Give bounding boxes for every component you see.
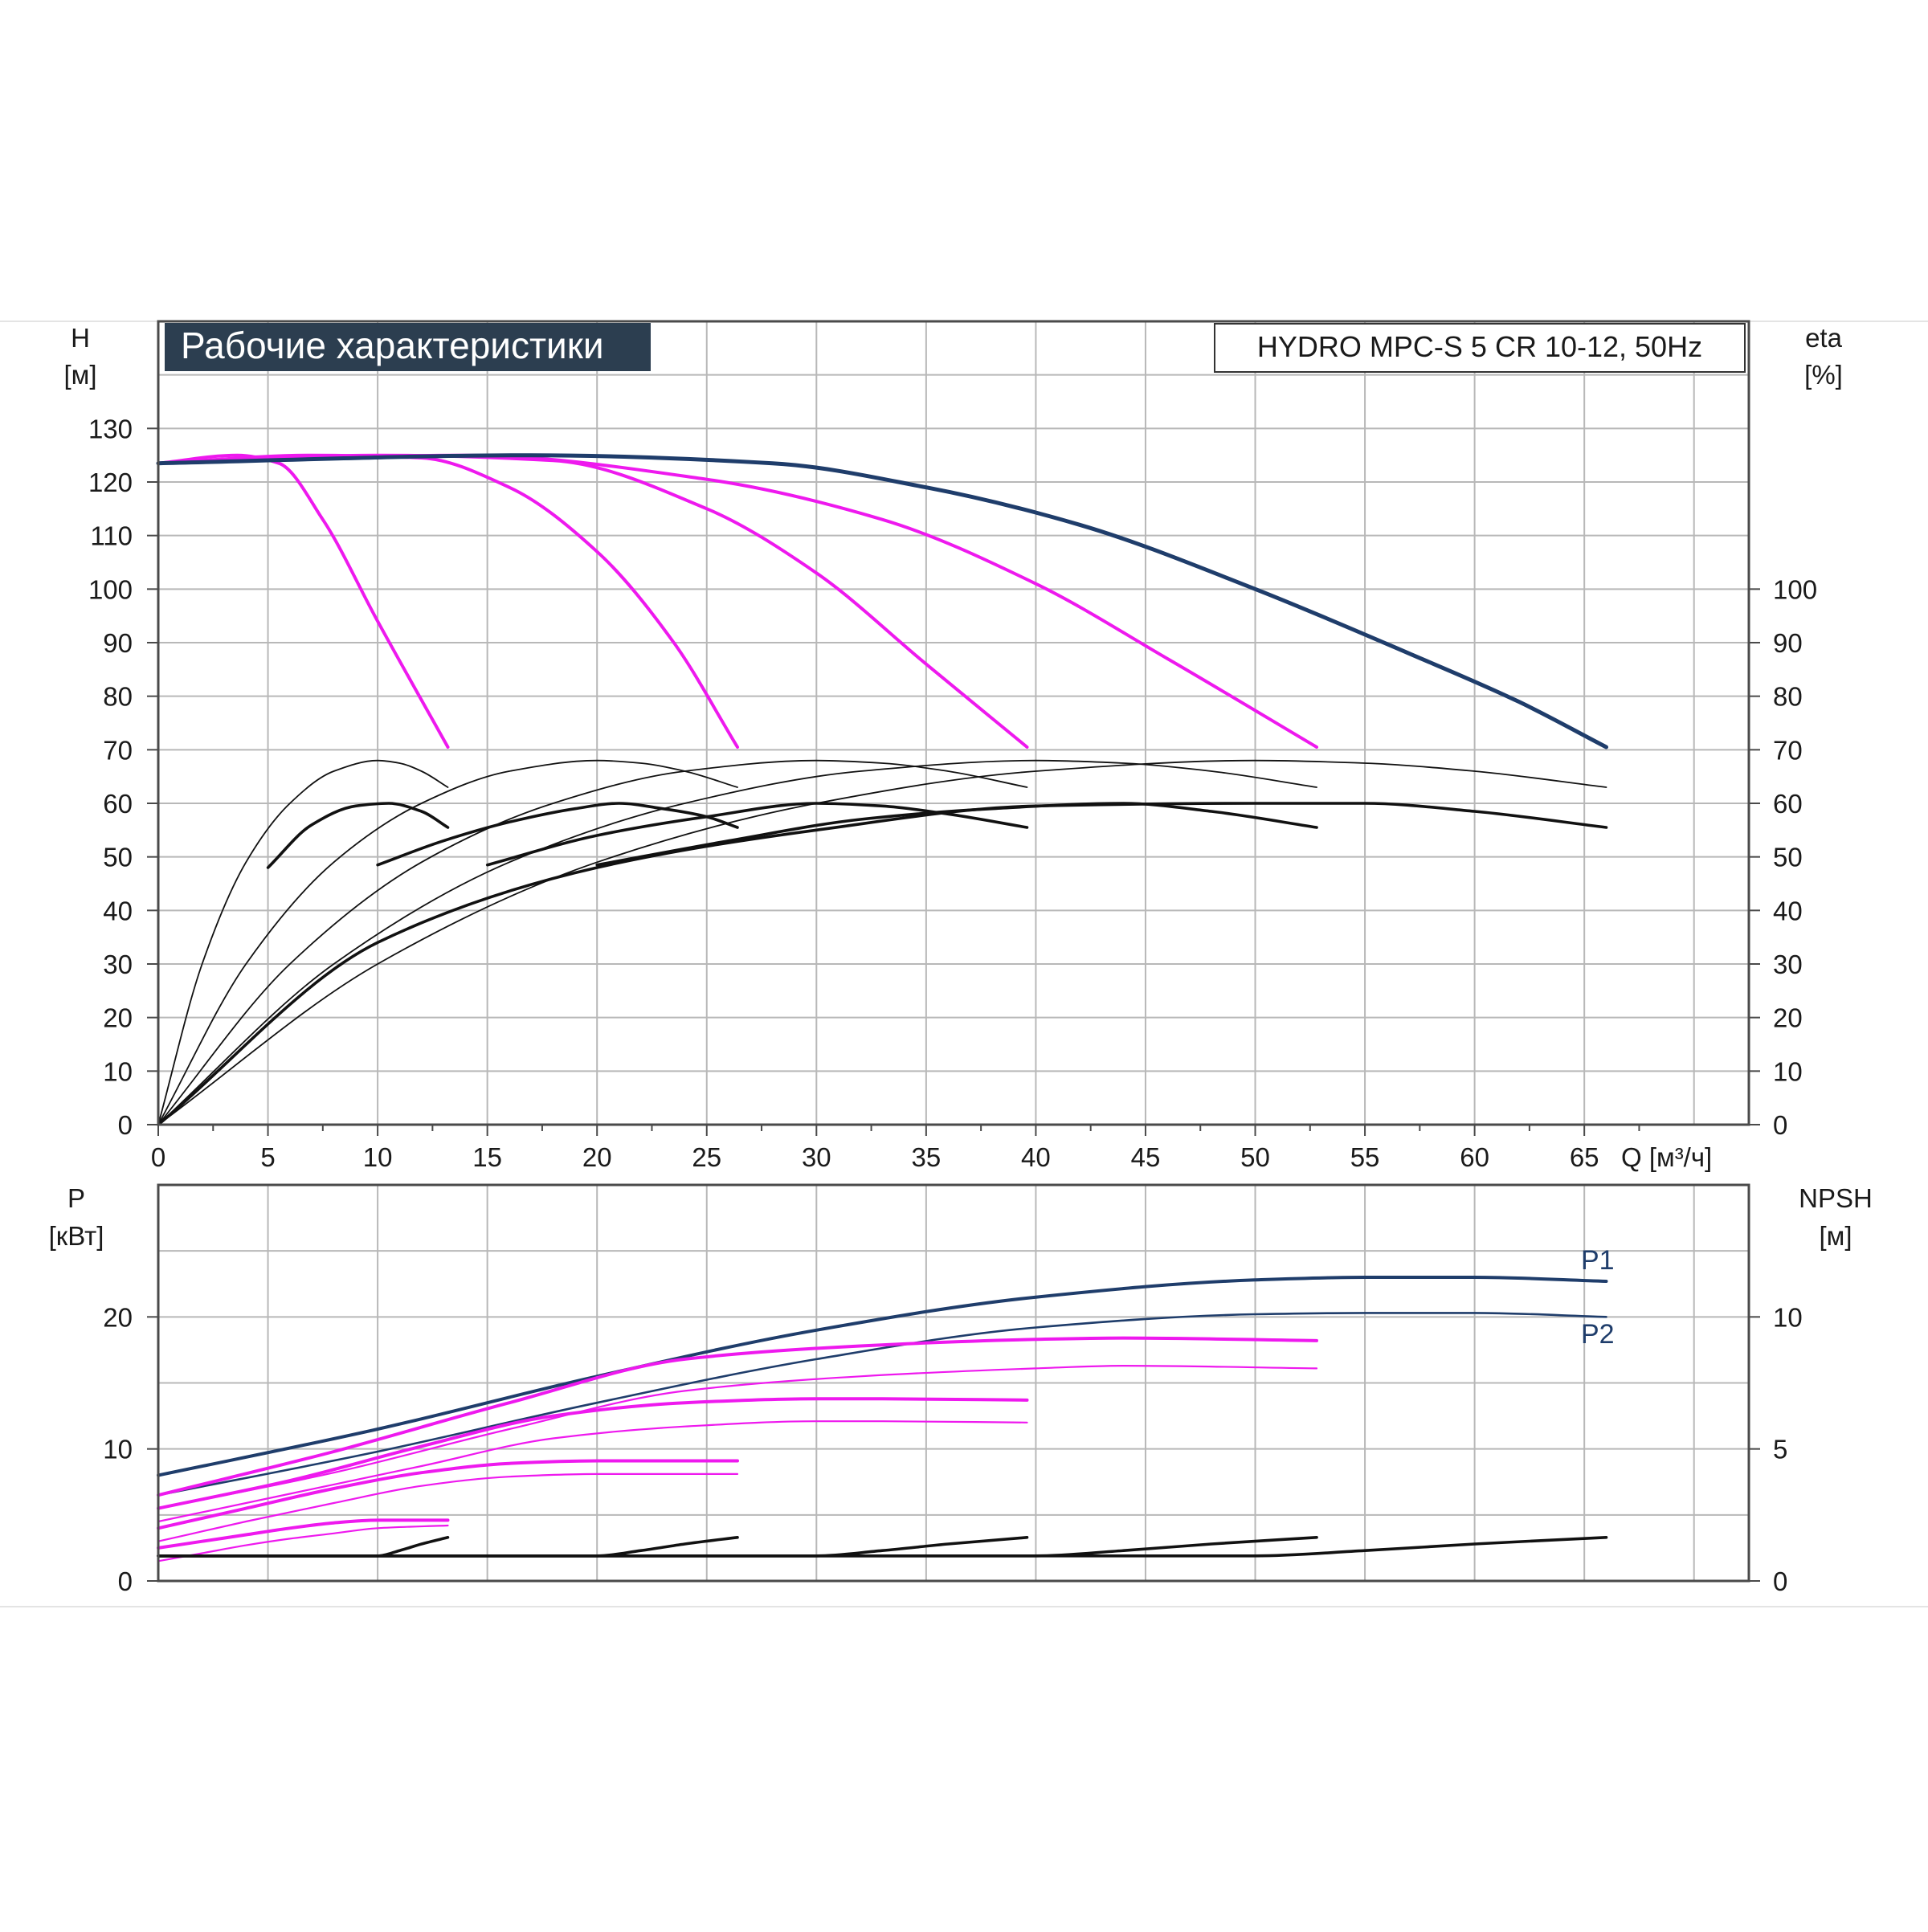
head-chart-series — [156, 453, 1608, 1126]
power-chart-P1-curve-4-pumps — [157, 1336, 1318, 1497]
efficiency-tick-label: 50 — [1773, 843, 1803, 872]
head-tick-label: 30 — [103, 950, 133, 979]
head-tick-label: 130 — [88, 414, 133, 443]
model-label: HYDRO MPC-S 5 CR 10-12, 50Hz — [1257, 330, 1702, 363]
x-tick-label: 15 — [472, 1142, 502, 1172]
head-tick-label: 100 — [88, 574, 133, 604]
power-tick-label: 10 — [103, 1435, 133, 1464]
x-tick-label: 55 — [1350, 1142, 1380, 1172]
efficiency-tick-label: 40 — [1773, 896, 1803, 925]
efficiency-tick-label: 90 — [1773, 628, 1803, 658]
head-tick-label: 60 — [103, 789, 133, 819]
x-tick-label: 20 — [582, 1142, 612, 1172]
power-chart-NPSH-curve-2-pumps — [157, 1536, 739, 1558]
flow-axis-label: Q [м³/ч] — [1621, 1142, 1712, 1172]
efficiency-tick-label: 100 — [1773, 574, 1817, 604]
head-chart-efficiency-curve-3-pumps — [157, 759, 1028, 1125]
power-tick-label: 20 — [103, 1302, 133, 1332]
efficiency-tick-label: 30 — [1773, 950, 1803, 979]
efficiency-axis-label: eta — [1805, 323, 1843, 353]
power-chart-NPSH-curve-4-pumps — [157, 1536, 1318, 1558]
head-chart-head-curve-4-pumps — [157, 453, 1318, 749]
head-chart-grid — [157, 321, 1749, 1125]
efficiency-tick-label: 0 — [1773, 1110, 1787, 1140]
model-label-box — [1214, 323, 1746, 373]
head-tick-label: 20 — [103, 1003, 133, 1033]
x-tick-label: 50 — [1240, 1142, 1270, 1172]
efficiency-tick-label: 70 — [1773, 735, 1803, 765]
chart-title: Рабочие характеристики — [181, 325, 604, 366]
power-chart-frame — [157, 1183, 1750, 1583]
head-axis-label: H — [71, 323, 90, 353]
head-axis-unit: [м] — [63, 360, 96, 390]
head-chart-efficiency-curve-2-pumps — [157, 759, 738, 1125]
chart-title-box — [165, 323, 651, 371]
x-tick-label: 60 — [1460, 1142, 1489, 1172]
efficiency-tick-label: 80 — [1773, 682, 1803, 712]
power-chart-P1-curve-2-pumps — [157, 1459, 739, 1530]
head-tick-label: 40 — [103, 896, 133, 925]
efficiency-tick-label: 20 — [1773, 1003, 1803, 1033]
npsh-tick-label: 10 — [1773, 1302, 1803, 1332]
head-tick-label: 90 — [103, 628, 133, 658]
x-tick-label: 5 — [260, 1142, 275, 1172]
power-axis-label: P — [67, 1183, 85, 1213]
x-tick-label: 25 — [692, 1142, 721, 1172]
head-chart-efficiency-total-curve-3-pumps — [485, 802, 1029, 867]
efficiency-tick-label: 60 — [1773, 789, 1803, 819]
head-chart-efficiency-curve-5-pumps — [157, 759, 1607, 1125]
power-chart-series — [157, 1275, 1608, 1562]
head-tick-label: 110 — [90, 521, 133, 551]
head-chart-efficiency-curve-1-pumps — [157, 759, 449, 1125]
efficiency-tick-label: 10 — [1773, 1056, 1803, 1086]
npsh-axis-label: NPSH — [1799, 1183, 1873, 1213]
power-chart-P1-curve-5-pumps — [157, 1275, 1608, 1477]
x-tick-label: 40 — [1021, 1142, 1051, 1172]
head-tick-label: 0 — [118, 1110, 133, 1140]
power-chart-P1-curve-3-pumps — [157, 1397, 1029, 1510]
power-chart-P1-curve-1-pumps — [157, 1518, 450, 1550]
efficiency-axis-unit: [%] — [1804, 360, 1843, 390]
x-tick-label: 45 — [1131, 1142, 1161, 1172]
head-tick-label: 80 — [103, 682, 133, 712]
head-tick-label: 120 — [88, 468, 133, 497]
p2-curve-label: P2 — [1581, 1319, 1615, 1350]
p1-curve-label: P1 — [1581, 1245, 1615, 1276]
npsh-axis-unit: [м] — [1819, 1221, 1852, 1251]
head-tick-label: 50 — [103, 843, 133, 872]
x-tick-label: 35 — [912, 1142, 942, 1172]
power-chart-P2-curve-2-pumps — [157, 1472, 739, 1542]
power-tick-label: 0 — [118, 1566, 133, 1596]
power-chart-NPSH-curve-3-pumps — [157, 1536, 1029, 1558]
head-chart-head-curve-5-pumps — [156, 453, 1608, 750]
head-chart-head-curve-2-pumps — [157, 453, 739, 749]
power-chart-P2-curve-5-pumps — [157, 1312, 1607, 1497]
npsh-tick-label: 0 — [1773, 1566, 1787, 1596]
head-tick-label: 70 — [103, 735, 133, 765]
power-chart-NPSH-curve-5-pumps — [157, 1536, 1608, 1558]
head-chart-efficiency-total-curve-2-pumps — [376, 802, 739, 867]
head-chart-head-curve-1-pumps — [157, 453, 450, 749]
x-tick-label: 65 — [1570, 1142, 1599, 1172]
power-chart-P2-curve-1-pumps — [157, 1524, 449, 1562]
head-chart-frame — [157, 320, 1750, 1126]
power-chart-P2-curve-3-pumps — [157, 1420, 1028, 1523]
power-axis-unit: [кВт] — [49, 1221, 104, 1251]
power-chart-P2-curve-4-pumps — [157, 1365, 1318, 1509]
axis-ticks: 0 5 10 15 20 25 30 35 40 45 50 55 60 6501020304050607… — [88, 414, 1817, 1596]
x-tick-label: 30 — [802, 1142, 831, 1172]
head-tick-label: 10 — [103, 1056, 133, 1086]
head-chart-head-curve-3-pumps — [157, 453, 1029, 749]
x-tick-label: 0 — [151, 1142, 165, 1172]
head-chart-efficiency-total-curve-1-pumps — [266, 802, 450, 869]
npsh-tick-label: 5 — [1773, 1435, 1787, 1464]
head-chart-efficiency-curve-4-pumps — [157, 759, 1317, 1125]
x-tick-label: 10 — [363, 1142, 393, 1172]
head-chart-efficiency-total-curve-5-pumps — [157, 802, 1608, 1126]
